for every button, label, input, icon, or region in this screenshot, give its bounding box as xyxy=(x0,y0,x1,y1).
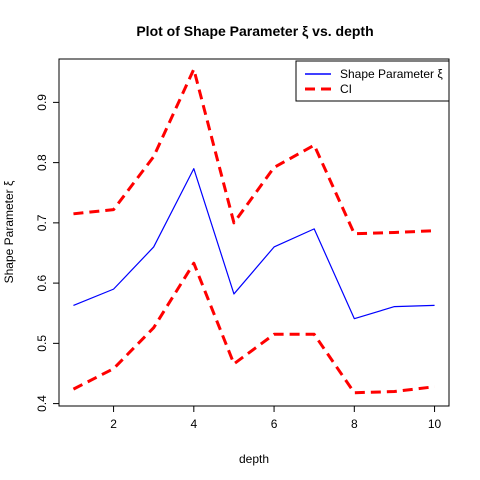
x-tick-label: 10 xyxy=(428,417,442,431)
series-lines xyxy=(72,67,435,395)
y-tick-label: 0.4 xyxy=(35,395,49,412)
series-line-0 xyxy=(73,168,435,320)
x-tick-label: 8 xyxy=(351,417,358,431)
x-axis-label: depth xyxy=(239,452,269,466)
y-tick-label: 0.5 xyxy=(35,335,49,352)
y-tick-label: 0.6 xyxy=(35,274,49,291)
legend-box xyxy=(295,60,450,102)
legend: Shape Parameter ξCI xyxy=(295,60,450,102)
x-tick-label: 2 xyxy=(110,417,117,431)
series-line-2 xyxy=(72,261,435,395)
y-axis: 0.4 0.5 0.6 0.7 0.8 0.9 xyxy=(35,94,60,412)
x-tick-label: 4 xyxy=(190,417,197,431)
series-line-1 xyxy=(73,67,435,236)
legend-label: CI xyxy=(340,82,352,96)
y-tick-label: 0.8 xyxy=(35,154,49,171)
x-tick-label: 6 xyxy=(271,417,278,431)
x-axis: 2 4 6 8 10 xyxy=(110,405,442,431)
y-tick-label: 0.7 xyxy=(35,214,49,231)
y-tick-label: 0.9 xyxy=(35,94,49,111)
legend-label: Shape Parameter ξ xyxy=(340,67,443,81)
chart-title: Plot of Shape Parameter ξ vs. depth xyxy=(136,23,373,39)
y-axis-label: Shape Parameter ξ xyxy=(2,180,16,283)
